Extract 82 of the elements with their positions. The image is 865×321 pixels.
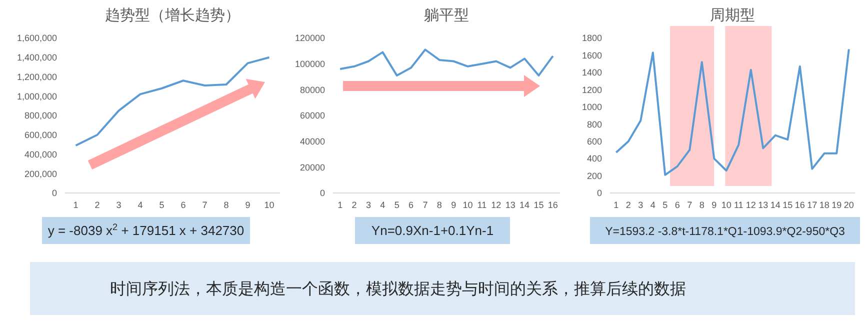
x-tick-label: 4 [380,200,386,210]
y-tick-label: 1400 [582,68,602,78]
x-tick-label: 2 [626,200,631,210]
y-tick-label: 1,400,000 [16,52,57,63]
y-tick-label: 1,600,000 [16,33,57,44]
text: Yn=0.9Xn-1+0.1Yn-1 [371,223,494,238]
x-tick-label: 3 [366,200,371,210]
x-tick-label: 6 [674,200,680,210]
x-tick-label: 12 [491,200,502,210]
y-tick-label: 100000 [294,58,325,69]
x-tick-label: 10 [264,200,274,210]
x-tick-label: 5 [159,200,164,210]
chart-title: 躺平型 [424,7,469,24]
x-tick-label: 1 [338,200,343,210]
x-tick-label: 18 [819,200,830,210]
text: Y=1593.2 -3.8*t-1178.1*Q1-1093.9*Q2-950*Q3 [605,226,845,238]
y-tick-label: 200,000 [24,168,57,179]
x-tick-label: 11 [477,200,487,210]
x-tick-label: 2 [94,200,100,210]
y-tick-label: 800 [586,119,602,130]
y-tick-label: 120000 [294,33,325,44]
x-tick-label: 9 [451,200,456,210]
y-tick-label: 1200 [582,84,602,95]
x-tick-label: 5 [662,200,668,210]
x-tick-label: 4 [138,200,143,210]
x-tick-label: 12 [746,200,756,210]
y-tick-label: 1800 [582,33,602,44]
y-tick-label: 20000 [300,162,325,172]
y-tick-label: 0 [596,188,602,198]
x-tick-label: 1 [73,200,78,210]
x-tick-label: 7 [422,200,428,210]
x-tick-label: 4 [650,200,656,210]
text: 时间序列法，本质是构造一个函数，模拟数据走势与时间的关系，推算后续的数据 [110,280,686,298]
y-tick-label: 0 [52,188,57,198]
x-tick-label: 9 [712,200,717,210]
x-tick-label: 5 [394,200,400,210]
x-tick-label: 6 [180,200,186,210]
x-tick-label: 8 [699,200,704,210]
x-tick-label: 10 [462,200,473,210]
x-tick-label: 20 [844,200,854,210]
text: y = -8039 x$^{2}$ + 179151 x + 342730 [48,222,244,238]
x-tick-label: 17 [807,200,818,210]
x-tick-label: 15 [782,200,793,210]
line-series [615,48,850,176]
y-tick-label: 40000 [300,136,325,146]
y-tick-label: 80000 [300,84,325,95]
y-tick-label: 200 [586,170,602,181]
y-tick-label: 600,000 [24,130,57,140]
x-tick-label: 2 [352,200,357,210]
x-tick-label: 7 [202,200,208,210]
x-tick-label: 1 [614,200,619,210]
x-tick-label: 11 [734,200,744,210]
line-series [74,56,270,147]
y-tick-label: 600 [586,136,602,146]
x-tick-label: 9 [245,200,250,210]
x-tick-label: 19 [832,200,842,210]
y-tick-label: 60000 [300,110,325,121]
x-tick-label: 16 [548,200,558,210]
y-tick-label: 800,000 [24,110,57,121]
x-tick-label: 16 [794,200,805,210]
chart-title: 周期型 [710,7,755,24]
x-tick-label: 13 [758,200,768,210]
y-tick-label: 400,000 [24,149,57,160]
y-tick-label: 400 [586,154,602,164]
x-tick-label: 13 [505,200,516,210]
y-tick-label: 1600 [582,50,602,60]
y-tick-label: 1,000,000 [16,91,57,102]
x-tick-label: 8 [224,200,229,210]
chart-title: 趋势型（增长趋势） [105,7,240,24]
y-tick-label: 0 [320,188,325,198]
x-tick-label: 8 [436,200,442,210]
y-tick-label: 1000 [582,102,602,112]
x-tick-label: 3 [116,200,122,210]
y-tick-label: 1,200,000 [16,72,57,82]
x-tick-label: 14 [770,200,780,210]
x-tick-label: 7 [687,200,692,210]
x-tick-label: 3 [638,200,644,210]
x-tick-label: 14 [520,200,530,210]
x-tick-label: 15 [534,200,544,210]
x-tick-label: 6 [408,200,414,210]
x-tick-label: 10 [721,200,732,210]
line-series [339,48,554,76]
